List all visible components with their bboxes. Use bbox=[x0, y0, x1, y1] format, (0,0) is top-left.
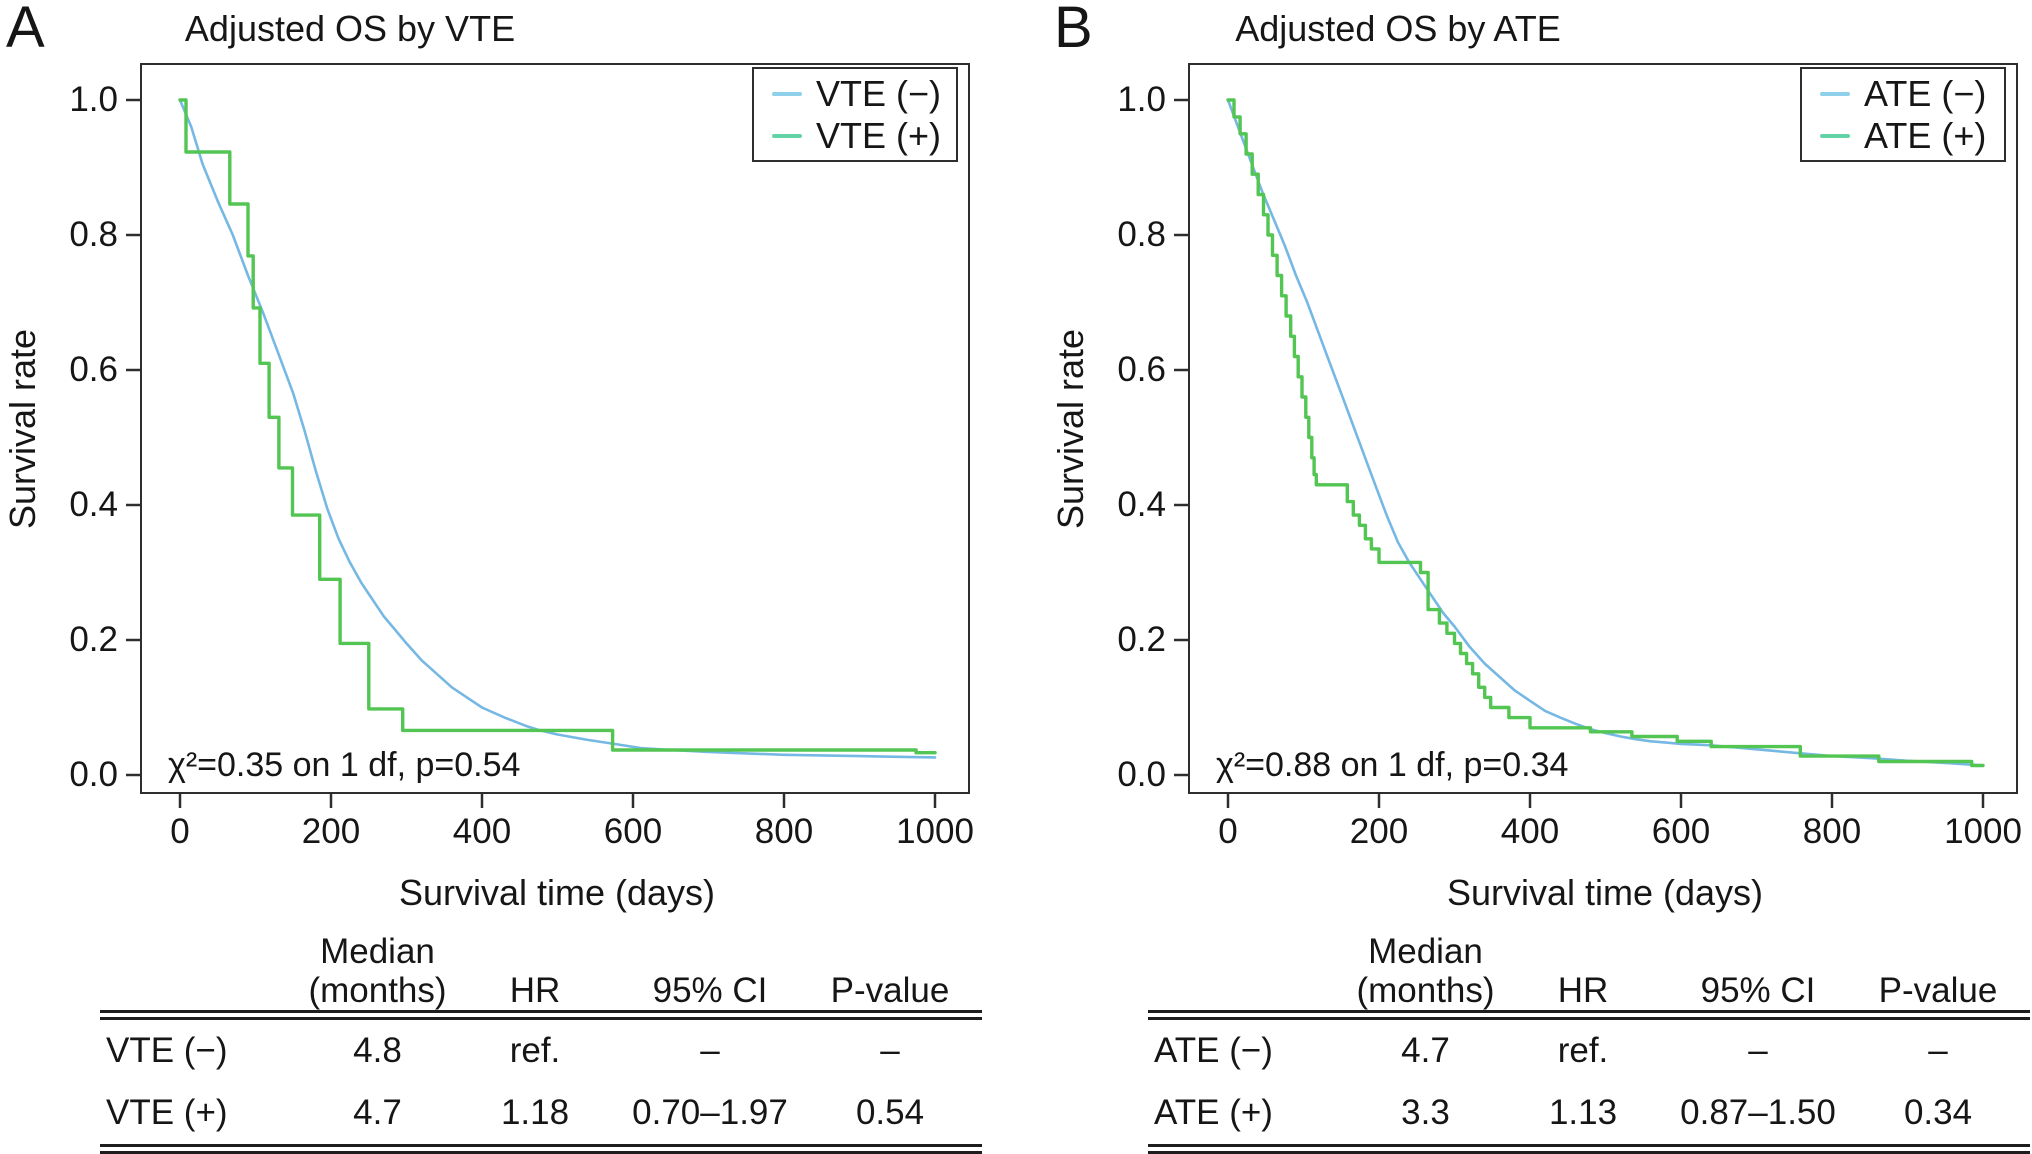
panel-a: A Adjusted OS by VTE Survival rate Survi… bbox=[2, 0, 982, 1154]
table-cell: 4.8 bbox=[353, 1031, 402, 1070]
table-header-row: Median (months) HR 95% CI P-value bbox=[100, 926, 982, 1010]
survival-curve-negative bbox=[178, 98, 937, 759]
y-tick-label: 0.2 bbox=[1117, 620, 1166, 659]
chi-square-annotation: χ²=0.35 on 1 df, p=0.54 bbox=[168, 746, 521, 784]
table-cell: 0.70–1.97 bbox=[632, 1093, 788, 1132]
table-header-cell: HR bbox=[1557, 970, 1609, 1010]
table-row: VTE (−) 4.8 ref. – – bbox=[100, 1020, 982, 1082]
chi-square-annotation: χ²=0.88 on 1 df, p=0.34 bbox=[1216, 746, 1569, 784]
panel-letter: A bbox=[6, 0, 45, 60]
legend-entry: VTE (+) bbox=[754, 115, 956, 157]
table-cell: – bbox=[880, 1031, 900, 1070]
survival-curve-negative bbox=[1226, 98, 1985, 767]
y-tick-label: 0.8 bbox=[69, 215, 118, 254]
y-tick-label: 0.0 bbox=[1117, 755, 1166, 794]
legend-entry: VTE (−) bbox=[754, 73, 956, 115]
table-cell: 0.54 bbox=[855, 1093, 925, 1132]
x-axis-label: Survival time (days) bbox=[398, 872, 716, 913]
legend-box: ATE (−) ATE (+) bbox=[1800, 67, 2006, 162]
plot-border bbox=[1188, 63, 2018, 794]
panel-letter: B bbox=[1054, 0, 1093, 60]
table-row-label: VTE (−) bbox=[106, 1031, 228, 1070]
y-tick-label: 0.6 bbox=[1117, 350, 1166, 389]
table-header-cell: Median (months) bbox=[1356, 931, 1495, 1010]
table-row-label: VTE (+) bbox=[106, 1093, 228, 1132]
table-header-cell: P-value bbox=[830, 970, 950, 1010]
survival-curve-positive bbox=[1226, 98, 1985, 768]
legend-label: VTE (−) bbox=[816, 72, 942, 114]
table-header-cell: HR bbox=[509, 970, 561, 1010]
table-cell: 4.7 bbox=[1401, 1031, 1450, 1070]
legend-line-swatch bbox=[1820, 133, 1850, 138]
y-tick-label: 0.2 bbox=[69, 620, 118, 659]
table-top-rule bbox=[1148, 1010, 2030, 1020]
table-row: ATE (−) 4.7 ref. – – bbox=[1148, 1020, 2030, 1082]
table-cell: – bbox=[1748, 1031, 1768, 1070]
x-tick-label: 0 bbox=[1218, 812, 1238, 851]
legend-box: VTE (−) VTE (+) bbox=[752, 67, 958, 162]
legend-line-swatch bbox=[772, 91, 802, 96]
table-cell: – bbox=[1928, 1031, 1948, 1070]
plot-title: Adjusted OS by ATE bbox=[1235, 8, 1561, 49]
x-tick-label: 600 bbox=[603, 812, 663, 851]
x-tick-label: 1000 bbox=[1944, 812, 2022, 851]
y-tick-label: 0.4 bbox=[1117, 485, 1166, 524]
x-tick-label: 600 bbox=[1651, 812, 1711, 851]
table-cell: ref. bbox=[509, 1031, 561, 1070]
legend-label: ATE (+) bbox=[1864, 114, 1987, 156]
table-cell: 0.34 bbox=[1903, 1093, 1973, 1132]
x-tick-label: 200 bbox=[301, 812, 361, 851]
plot-border bbox=[140, 63, 970, 794]
legend-label: VTE (+) bbox=[816, 114, 942, 156]
y-tick-label: 1.0 bbox=[69, 80, 118, 119]
summary-table: Median (months) HR 95% CI P-value VTE (−) 4.8… bbox=[100, 926, 982, 1154]
survival-plot bbox=[126, 63, 970, 808]
table-top-rule bbox=[100, 1010, 982, 1020]
y-axis-label: Survival rate bbox=[1050, 328, 1091, 529]
table-bottom-rule bbox=[100, 1144, 982, 1154]
table-header-cell: 95% CI bbox=[652, 970, 768, 1010]
table-cell: 1.18 bbox=[500, 1093, 570, 1132]
table-cell: 0.87–1.50 bbox=[1680, 1093, 1836, 1132]
y-tick-label: 1.0 bbox=[1117, 80, 1166, 119]
table-header-cell: Median (months) bbox=[308, 931, 447, 1010]
legend-entry: ATE (−) bbox=[1802, 73, 2004, 115]
x-axis-label: Survival time (days) bbox=[1446, 872, 1764, 913]
x-tick-label: 800 bbox=[1802, 812, 1862, 851]
table-row: ATE (+) 3.3 1.13 0.87–1.50 0.34 bbox=[1148, 1082, 2030, 1144]
table-bottom-rule bbox=[1148, 1144, 2030, 1154]
x-tick-label: 400 bbox=[1500, 812, 1560, 851]
table-header-cell: P-value bbox=[1878, 970, 1998, 1010]
table-row: VTE (+) 4.7 1.18 0.70–1.97 0.54 bbox=[100, 1082, 982, 1144]
table-header-cell: 95% CI bbox=[1700, 970, 1816, 1010]
x-tick-label: 800 bbox=[754, 812, 814, 851]
x-tick-label: 200 bbox=[1349, 812, 1409, 851]
x-tick-label: 1000 bbox=[896, 812, 974, 851]
table-cell: ref. bbox=[1557, 1031, 1609, 1070]
legend-entry: ATE (+) bbox=[1802, 115, 2004, 157]
table-header-row: Median (months) HR 95% CI P-value bbox=[1148, 926, 2030, 1010]
y-axis-label: Survival rate bbox=[2, 328, 43, 529]
summary-table: Median (months) HR 95% CI P-value ATE (−) 4.7… bbox=[1148, 926, 2030, 1154]
x-tick-label: 400 bbox=[452, 812, 512, 851]
y-tick-label: 0.4 bbox=[69, 485, 118, 524]
x-tick-label: 0 bbox=[170, 812, 190, 851]
survival-curve-positive bbox=[178, 98, 937, 755]
legend-line-swatch bbox=[1820, 91, 1850, 96]
legend-line-swatch bbox=[772, 133, 802, 138]
table-cell: 1.13 bbox=[1548, 1093, 1618, 1132]
panel-b: B Adjusted OS by ATE Survival rate Survi… bbox=[1048, 0, 2032, 1154]
y-tick-label: 0.0 bbox=[69, 755, 118, 794]
table-row-label: ATE (+) bbox=[1154, 1093, 1273, 1132]
y-tick-label: 0.6 bbox=[69, 350, 118, 389]
legend-label: ATE (−) bbox=[1864, 72, 1987, 114]
table-cell: – bbox=[700, 1031, 720, 1070]
table-cell: 4.7 bbox=[353, 1093, 402, 1132]
plot-title: Adjusted OS by VTE bbox=[184, 8, 516, 49]
table-cell: 3.3 bbox=[1401, 1093, 1450, 1132]
survival-plot bbox=[1174, 63, 2018, 808]
table-row-label: ATE (−) bbox=[1154, 1031, 1273, 1070]
y-tick-label: 0.8 bbox=[1117, 215, 1166, 254]
